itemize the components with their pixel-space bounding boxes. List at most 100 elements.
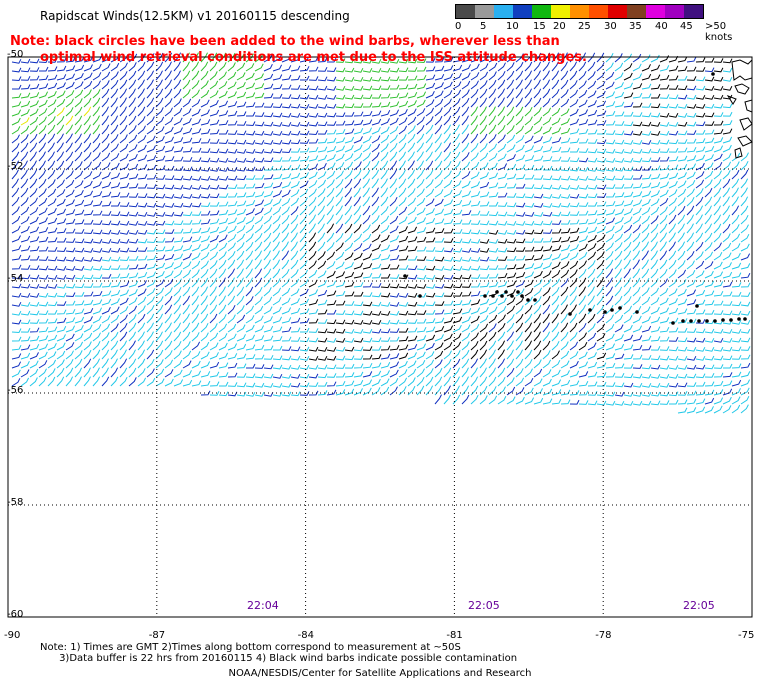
- wind-barb: [489, 202, 498, 206]
- wind-barb: [561, 128, 570, 134]
- wind-barb: [624, 269, 631, 278]
- wind-barb: [219, 226, 228, 233]
- wind-barb: [120, 193, 129, 197]
- wind-barb: [102, 182, 111, 188]
- wind-barb: [723, 243, 731, 251]
- wind-barb: [129, 359, 136, 368]
- wind-barb: [399, 179, 406, 188]
- wind-barb: [336, 243, 343, 251]
- wind-barb: [120, 341, 127, 350]
- wind-barb: [642, 140, 651, 144]
- wind-barb: [237, 296, 244, 305]
- wind-barb: [30, 336, 39, 341]
- wind-barb: [75, 200, 84, 206]
- wind-barb: [507, 203, 516, 207]
- wind-barb: [417, 67, 426, 71]
- wind-barb: [561, 212, 570, 216]
- wind-barb: [552, 229, 561, 233]
- wind-barb: [642, 392, 651, 396]
- wind-barb: [192, 119, 201, 125]
- wind-barb: [183, 89, 190, 98]
- wind-barb: [525, 255, 534, 260]
- wind-barb: [273, 383, 282, 387]
- wind-barb: [597, 149, 606, 153]
- wind-barb: [336, 138, 345, 144]
- wind-barb: [39, 352, 47, 359]
- wind-barb: [516, 145, 524, 152]
- wind-barb: [183, 194, 192, 198]
- wind-barb: [705, 252, 713, 260]
- wind-barb: [48, 257, 57, 261]
- wind-barb: [327, 113, 336, 117]
- wind-barb: [399, 345, 408, 350]
- wind-barb: [165, 221, 174, 225]
- wind-barb: [21, 217, 29, 225]
- wind-barb: [165, 147, 174, 153]
- wind-barb: [435, 248, 444, 252]
- wind-barb: [48, 199, 56, 207]
- wind-barb: [336, 215, 343, 224]
- wind-barb: [516, 387, 524, 395]
- wind-barb: [552, 399, 561, 404]
- wind-barb: [507, 378, 514, 387]
- wind-barb: [273, 356, 282, 360]
- wind-barb: [84, 333, 92, 341]
- wind-barb: [30, 126, 37, 135]
- wind-barb: [93, 316, 101, 323]
- wind-barb: [66, 107, 73, 116]
- wind-barb: [390, 362, 399, 368]
- wind-barb: [633, 345, 642, 350]
- wind-barb: [579, 305, 586, 314]
- wind-barb: [129, 332, 136, 341]
- wind-barb: [39, 377, 46, 386]
- wind-barb: [75, 171, 83, 179]
- wind-barb: [246, 345, 255, 350]
- wind-barb: [615, 217, 623, 224]
- wind-barb: [165, 271, 173, 278]
- wind-barb: [678, 408, 687, 413]
- wind-barb: [462, 377, 469, 386]
- wind-barb: [363, 311, 372, 315]
- wind-barb: [210, 287, 217, 296]
- wind-barb: [327, 261, 335, 269]
- wind-barb: [543, 323, 550, 332]
- wind-barb: [138, 98, 145, 107]
- wind-barb: [552, 157, 561, 161]
- wind-barb: [471, 274, 480, 278]
- wind-barb: [435, 219, 444, 224]
- wind-barb: [741, 244, 749, 251]
- wind-barb: [300, 260, 307, 269]
- wind-barb: [210, 158, 219, 162]
- wind-barb: [48, 170, 55, 179]
- wind-barb: [237, 251, 244, 260]
- wind-barb: [561, 80, 568, 89]
- wind-barb: [516, 239, 525, 243]
- wind-barb: [471, 211, 480, 215]
- wind-barb: [336, 310, 345, 314]
- wind-barb: [696, 171, 704, 179]
- wind-barb: [579, 176, 588, 180]
- wind-barb: [219, 101, 228, 107]
- wind-barb: [507, 80, 514, 89]
- wind-barb: [552, 237, 561, 242]
- wind-barb: [39, 67, 48, 71]
- wind-barb: [534, 80, 541, 89]
- wind-barb: [48, 67, 57, 72]
- wind-barb: [399, 336, 408, 341]
- wind-barb: [480, 248, 489, 252]
- wind-barb: [480, 134, 487, 143]
- wind-barb: [426, 343, 434, 350]
- wind-barb: [57, 152, 64, 161]
- wind-barb: [570, 270, 577, 279]
- wind-barb: [498, 239, 507, 243]
- wind-barb: [543, 271, 551, 278]
- wind-barb: [453, 143, 460, 152]
- wind-barb: [399, 188, 406, 197]
- wind-barb: [363, 355, 372, 359]
- wind-barb: [12, 293, 21, 297]
- wind-barb: [516, 98, 523, 107]
- wind-barb: [678, 260, 685, 269]
- wind-barb: [561, 194, 570, 198]
- wind-barb: [480, 230, 489, 234]
- wind-barb: [381, 197, 388, 206]
